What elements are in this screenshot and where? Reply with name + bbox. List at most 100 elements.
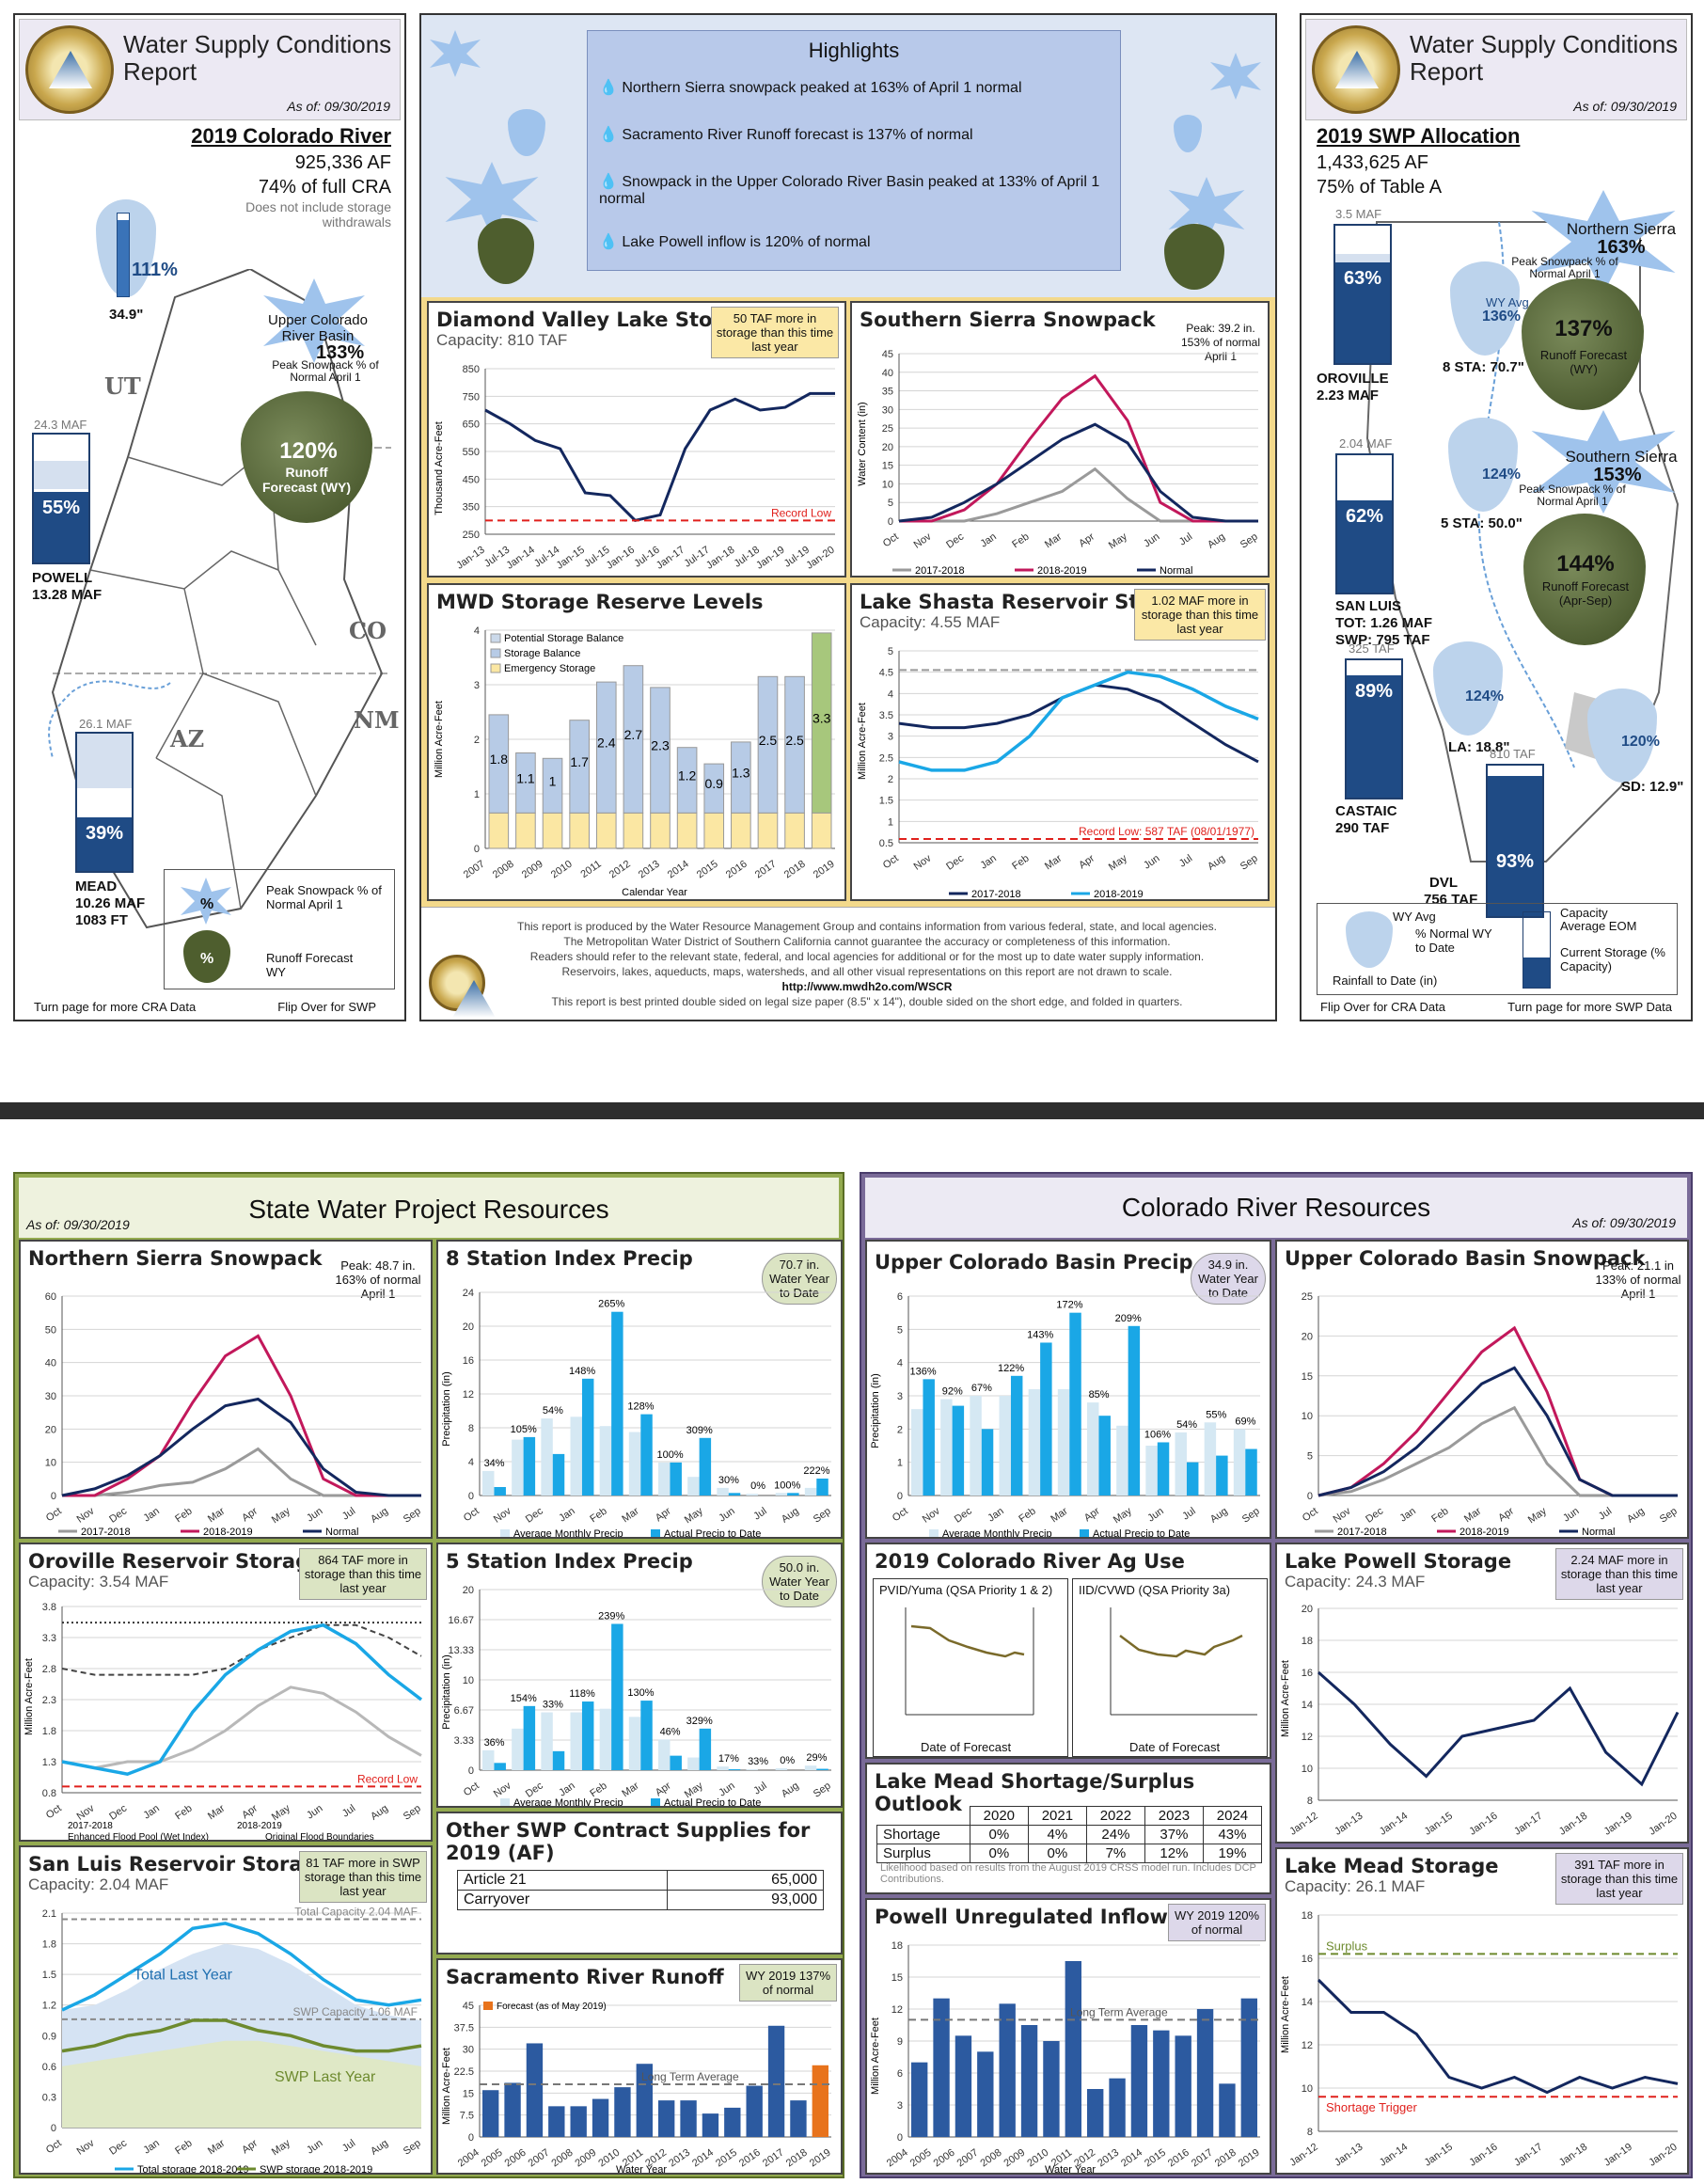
ss-plot: 0 5 10 15 20 25 30 35 40 45 Oct Nov Dec Jan Feb Mar Apr M…: [857, 349, 1260, 576]
actual-bar: [1245, 1448, 1257, 1496]
y-tick-label: 0: [468, 1491, 474, 1502]
emergency-bar: [650, 812, 671, 849]
data-label: 3.3: [813, 711, 831, 726]
x-tick-label: Sep: [1239, 531, 1260, 551]
y-tick-label: 7.5: [460, 2111, 474, 2122]
table-cell: 19%: [1202, 1844, 1263, 1863]
data-label: 69%: [1235, 1416, 1255, 1427]
x-tick-label: Jan-17: [1512, 1811, 1544, 1838]
chart-title: Powell Unregulated Inflow: [875, 1906, 1168, 1928]
swp-front-foot-right[interactable]: Turn page for more SWP Data: [1507, 1000, 1672, 1014]
ss-pct: 153%: [1593, 465, 1642, 485]
x-tick-label: 2019: [1237, 2147, 1262, 2170]
ss-label: Southern Sierra: [1565, 448, 1678, 466]
table-cell: Carryover: [456, 1890, 669, 1910]
chart-title: MWD Storage Reserve Levels: [436, 591, 764, 613]
x-tick-label: May: [1526, 1505, 1549, 1526]
x-tick-label: Jan-20: [1647, 2142, 1679, 2169]
legend-label: 2017-2018: [68, 1821, 113, 1831]
y-tick-label: 2: [897, 1424, 903, 1435]
legend-label: Actual Precip to Date: [664, 1797, 761, 1808]
cra-front-foot-right[interactable]: Flip Over for SWP: [277, 1000, 376, 1014]
x-tick-label: Oct: [881, 853, 901, 872]
bar: [1087, 2089, 1104, 2137]
table-cell: 65,000: [667, 1870, 824, 1891]
legend-runoff-pct: %: [200, 951, 214, 967]
x-tick-label: Jan: [141, 1803, 161, 1822]
legend-label: Average Monthly Precip: [513, 1528, 623, 1539]
other-supplies-table: Article 21 65,000 Carryover 93,000: [456, 1870, 824, 1910]
x-tick-label: Jan: [557, 1506, 576, 1525]
y-tick-label: 0: [51, 2123, 56, 2134]
y-tick-label: 1.5: [42, 1970, 56, 1981]
x-tick-label: Jul: [1177, 853, 1194, 870]
avg-bar: [658, 1462, 671, 1496]
website-link[interactable]: http://www.mwdh2o.com/WSCR: [781, 980, 953, 993]
y-tick-label: 6: [897, 2068, 903, 2080]
data-label: 2.5: [785, 733, 804, 748]
table-cell: 24%: [1085, 1825, 1145, 1844]
swp-heading: 2019 SWP Allocation: [1317, 124, 1521, 148]
emergency-bar: [542, 812, 563, 849]
y-tick-label: 3: [897, 1391, 903, 1402]
y-tick-label: 50: [45, 1324, 56, 1336]
legend-label: Total storage 2018-2019: [137, 2164, 249, 2175]
sac-plot: 07.51522.53037.5452004200520062007200820…: [441, 2001, 833, 2173]
x-axis-label: Water Year: [1045, 2164, 1096, 2175]
data-label: 309%: [686, 1425, 713, 1436]
sanluis-pct: 62%: [1337, 500, 1392, 593]
legend-label: SWP storage 2018-2019: [260, 2164, 372, 2175]
y-tick-label: 3: [474, 680, 480, 691]
southern-sierra-chart: Southern Sierra Snowpack Peak: 39.2 in. …: [850, 301, 1270, 578]
x-tick-label: Jan-17: [1512, 2142, 1544, 2169]
y-tick-label: 2.8: [42, 1664, 56, 1675]
reference-label: Long Term Average: [641, 2070, 739, 2083]
cra-front-foot-left[interactable]: Turn page for more CRA Data: [34, 1000, 197, 1014]
y-tick-label: 850: [463, 364, 480, 375]
x-tick-label: 2016: [724, 859, 749, 881]
x-tick-label: 2015: [1143, 2147, 1168, 2170]
y-axis-label: Million Acre-Feet: [870, 2018, 881, 2095]
x-tick-label: Oct: [462, 1506, 481, 1525]
bar: [680, 2100, 697, 2137]
storage-bar: [542, 757, 563, 814]
x-tick-label: Jan: [141, 2138, 161, 2157]
chart-note: 391 TAF more in storage than this time l…: [1555, 1853, 1683, 1905]
y-tick-label: 15: [891, 1972, 903, 1984]
legend-label: Average Monthly Precip: [942, 1528, 1052, 1539]
x-tick-label: Jan-13: [1333, 1811, 1365, 1838]
y-tick-label: 10: [463, 1675, 474, 1686]
ns-sub: Peak Snowpack % of Normal April 1: [1511, 255, 1618, 280]
x-tick-label: Mar: [206, 1802, 228, 1822]
chart-title: Southern Sierra Snowpack: [860, 309, 1156, 331]
p5-chart: 5 Station Index Precip 50.0 in. Water Ye…: [436, 1543, 843, 1808]
x-tick-label: Apr: [1077, 852, 1097, 871]
sta8-val: 8 STA: 70.7": [1443, 359, 1524, 375]
y-tick-label: 0: [468, 1765, 474, 1777]
x-tick-label: Nov: [75, 1505, 97, 1525]
x-tick-label: Jun: [717, 1506, 736, 1525]
x-tick-label: Jan-16: [1467, 2142, 1499, 2169]
actual-bar: [728, 1493, 741, 1496]
x-tick-label: Oct: [44, 1506, 64, 1525]
highlights-area: Highlights 💧 Northern Sierra snowpack pe…: [421, 15, 1275, 297]
swp-last-year-area: [62, 2040, 421, 2128]
disclaimer-text: This report is produced by the Water Res…: [478, 919, 1256, 1009]
emergency-bar: [784, 812, 805, 849]
x-tick-label: Aug: [1208, 1506, 1230, 1526]
sanluis-chart: San Luis Reservoir Storage Capacity: 2.0…: [19, 1845, 433, 2175]
swp-front-foot-left[interactable]: Flip Over for CRA Data: [1320, 1000, 1445, 1014]
x-tick-label: Jul: [340, 1803, 357, 1820]
y-tick-label: 0: [468, 2132, 474, 2144]
y-tick-label: 0: [888, 516, 893, 528]
precip-val: 34.9": [109, 307, 144, 323]
bar: [1065, 1961, 1081, 2137]
x-tick-label: Dec: [1364, 1505, 1385, 1525]
x-tick-label: 2018: [784, 2147, 810, 2170]
y-tick-label: 1: [888, 816, 893, 828]
x-tick-label: Jun: [1142, 531, 1161, 550]
bar: [911, 2062, 928, 2137]
series-line: [61, 1685, 422, 1770]
y-tick-label: 45: [463, 2001, 474, 2012]
ag-right-panel: IID/CVWD (QSA Priority 3a) Date of Forec…: [1072, 1578, 1268, 1757]
